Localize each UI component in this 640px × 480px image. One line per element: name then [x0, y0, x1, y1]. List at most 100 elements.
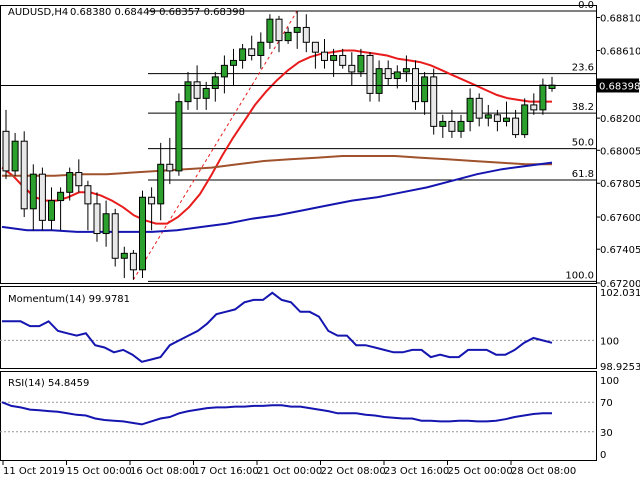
candle-body-bear: [530, 104, 538, 111]
candle: [348, 52, 356, 86]
candle: [157, 142, 165, 221]
candle-body-bull: [521, 104, 529, 136]
rsi-title: RSI(14) 54.8459: [8, 378, 89, 389]
candle-body-bull: [330, 54, 338, 61]
candle-body-bull: [257, 41, 265, 56]
candle: [84, 180, 92, 231]
candle: [166, 137, 174, 185]
candle: [75, 159, 83, 193]
price-tick-label: 0.68005: [600, 146, 640, 157]
candle: [484, 104, 492, 127]
candle: [357, 48, 365, 77]
candle: [366, 52, 374, 102]
candle: [284, 27, 292, 44]
candle: [275, 15, 283, 53]
price-tick-label: 0.67805: [600, 179, 640, 190]
candle-body-bear: [84, 185, 92, 205]
candle: [512, 109, 520, 138]
momentum-tick-label: 98.9253: [600, 362, 640, 373]
time-tick-label: 23 Oct 16:00: [384, 466, 449, 477]
candle-body-bear: [2, 130, 10, 172]
candle: [257, 32, 265, 69]
candle: [230, 48, 237, 86]
candle: [330, 48, 338, 77]
candle: [293, 10, 301, 49]
fib-level-label: 38.2: [572, 102, 594, 113]
candle-body-bull: [457, 120, 465, 132]
rsi-tick-label: 100: [600, 376, 619, 387]
candle: [321, 38, 328, 69]
rsi-pane-border: [0, 371, 597, 461]
candle: [211, 71, 219, 102]
price-tick-label: 0.67405: [600, 245, 640, 256]
current-price-box: [597, 78, 639, 93]
candle-body-bear: [275, 18, 283, 42]
candle-body-bear: [448, 120, 456, 132]
candle: [375, 60, 383, 102]
ma-line-sma-mid: [2, 155, 552, 177]
candle-body-bear: [493, 114, 501, 122]
candle-body-bull: [48, 200, 55, 221]
candle: [175, 93, 183, 176]
candle: [421, 71, 429, 115]
candle-body-bear: [512, 117, 520, 136]
candle-body-bear: [93, 203, 101, 235]
candle-body-bull: [230, 59, 237, 66]
ma-line-sma-fast: [1, 49, 552, 225]
candle: [202, 81, 210, 110]
candle-body-bear: [311, 41, 319, 53]
candle-body-bear: [321, 51, 328, 61]
time-tick-label: 11 Oct 2019: [3, 466, 65, 477]
candle-body-bull: [239, 48, 247, 61]
candle: [220, 55, 228, 94]
price-tick-label: 0.68610: [600, 47, 640, 58]
momentum-title: Momentum(14) 99.9781: [8, 294, 130, 305]
candle-body-bull: [375, 68, 383, 94]
candle-body-bear: [75, 172, 83, 187]
rsi-tick-label: 0: [600, 450, 606, 461]
candle: [102, 200, 110, 247]
candle: [239, 43, 247, 69]
candle: [120, 246, 128, 279]
candle-body-bull: [202, 87, 210, 99]
price-pane-border: [0, 5, 597, 284]
candle-body-bull: [175, 101, 183, 172]
candle: [466, 88, 474, 132]
candle: [302, 14, 310, 53]
candle-body-bull: [29, 173, 37, 210]
candle: [111, 208, 119, 267]
candle-body-bull: [266, 18, 274, 43]
candle-body-bear: [348, 64, 356, 73]
price-tick-label: 0.68200: [600, 114, 640, 125]
candle: [448, 109, 456, 138]
candle-body-bull: [284, 31, 292, 42]
candle: [339, 48, 347, 69]
candle: [384, 60, 392, 86]
price-tick-label: 0.67200: [600, 279, 640, 290]
candle: [184, 71, 192, 110]
candle: [493, 109, 501, 132]
candle-body-bull: [421, 76, 429, 103]
candle-body-bull: [220, 64, 228, 78]
candle: [475, 93, 483, 127]
time-tick-label: 15 Oct 00:00: [67, 466, 132, 477]
candle: [393, 65, 401, 89]
candle: [20, 131, 28, 218]
time-tick-label: 22 Oct 08:00: [321, 466, 386, 477]
price-axis: 0.688100.686100.684050.682000.680050.678…: [0, 14, 640, 290]
candle: [2, 109, 10, 180]
candle-body-bull: [484, 114, 492, 119]
candle: [129, 250, 137, 280]
candle-body-bear: [148, 196, 156, 205]
candle-body-bull: [503, 117, 510, 122]
candle-body-bull: [539, 84, 547, 111]
price-tick-label: 0.68810: [600, 14, 640, 25]
candle: [148, 187, 156, 231]
candle-body-bull: [393, 71, 401, 80]
momentum-tick-label: 102.0316: [600, 288, 640, 299]
candle: [93, 192, 101, 242]
candle: [38, 167, 46, 231]
candle-body-bear: [302, 26, 310, 43]
candle: [521, 98, 529, 138]
